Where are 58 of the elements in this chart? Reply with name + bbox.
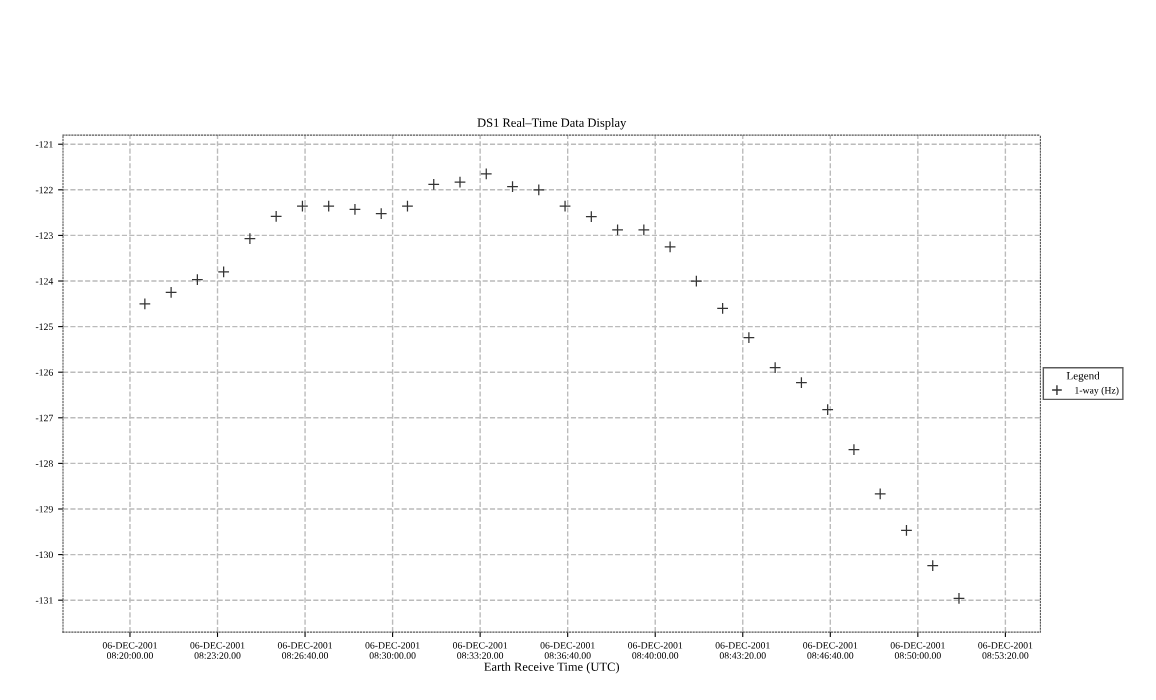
x-tick-label: 06-DEC-2001 08:33:20.00 [452,642,508,659]
y-tick-label: -124 [35,277,54,285]
point [453,176,467,189]
x-tick-label: 06-DEC-2001 08:50:00.00 [890,642,945,659]
x-tick-label: 06-DEC-2001 08:20:00.00 [102,642,157,659]
point [375,207,388,220]
y-tick-label: -126 [35,369,53,376]
point [690,275,703,288]
point [322,200,335,213]
point [480,167,493,180]
point [191,273,204,286]
point [900,524,913,537]
y-tick-label: -129 [35,505,53,513]
legend-title: Legend [1066,371,1100,382]
point [348,203,361,216]
point [217,265,230,278]
point [926,559,939,572]
point [138,297,151,310]
point [952,592,965,605]
y-tick-label: -125 [35,323,53,331]
x-tick-label: 06-DEC-2001 08:26:40.00 [277,642,333,659]
point [585,210,598,223]
chart-title: DS1 Real–Time Data Display [477,118,627,130]
x-tick-label: 06-DEC-2001 08:23:20.00 [190,642,245,659]
point [847,443,860,456]
point [611,223,624,236]
y-tick-label: -131 [35,597,53,604]
point [165,286,178,299]
point [506,180,519,193]
point [243,232,256,245]
y-tick-label: -127 [35,414,53,422]
point [769,361,782,374]
point [664,240,677,253]
point [716,302,729,315]
point [742,331,755,344]
y-tick-label: -123 [35,232,53,239]
point [532,183,545,196]
point [559,200,572,213]
y-tick-label: -130 [35,551,53,559]
point [296,200,309,213]
x-tick-label: 06-DEC-2001 08:36:40.00 [540,642,595,659]
point [270,210,283,223]
point [821,403,834,416]
x-tick-label: 06-DEC-2001 08:46:40.00 [803,642,858,659]
x-tick-label: 06-DEC-2001 08:30:00.00 [365,642,420,659]
y-tick-label: -128 [35,460,53,467]
point [874,487,887,500]
point [427,178,440,191]
legend-label: 1-way (Hz) [1075,386,1119,396]
point [795,376,808,389]
x-tick-label: 06-DEC-2001 08:53:20.00 [978,642,1033,659]
x-tick-label: 06-DEC-2001 08:40:00.00 [628,642,683,659]
x-axis-title: Earth Receive Time (UTC) [484,662,620,674]
point [637,223,650,236]
point [401,200,414,213]
x-tick-label: 06-DEC-2001 08:43:20.00 [715,642,770,659]
y-tick-label: -121 [35,141,53,148]
y-tick-label: -122 [35,186,53,194]
